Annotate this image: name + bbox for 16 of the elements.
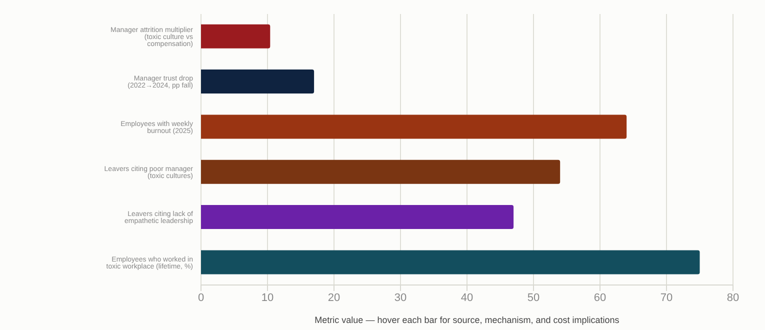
x-tick-label: 0 bbox=[198, 292, 204, 304]
x-tick-label: 80 bbox=[726, 292, 740, 304]
bar bbox=[201, 160, 560, 184]
x-tick-label: 70 bbox=[660, 292, 673, 304]
x-tick-label: 10 bbox=[261, 292, 274, 304]
x-tick-label: 30 bbox=[394, 292, 407, 304]
x-tick-label: 50 bbox=[527, 292, 540, 304]
x-tick-label: 20 bbox=[328, 292, 340, 304]
bar bbox=[201, 114, 627, 139]
bar bbox=[201, 205, 514, 230]
x-tick-label: 60 bbox=[594, 292, 606, 304]
bar bbox=[201, 70, 314, 94]
bar bbox=[201, 24, 270, 48]
bar bbox=[201, 250, 700, 274]
x-tick-label: 40 bbox=[460, 292, 474, 304]
x-axis-title: Metric value — hover each bar for source, mechanism, and cost implications bbox=[314, 315, 620, 325]
